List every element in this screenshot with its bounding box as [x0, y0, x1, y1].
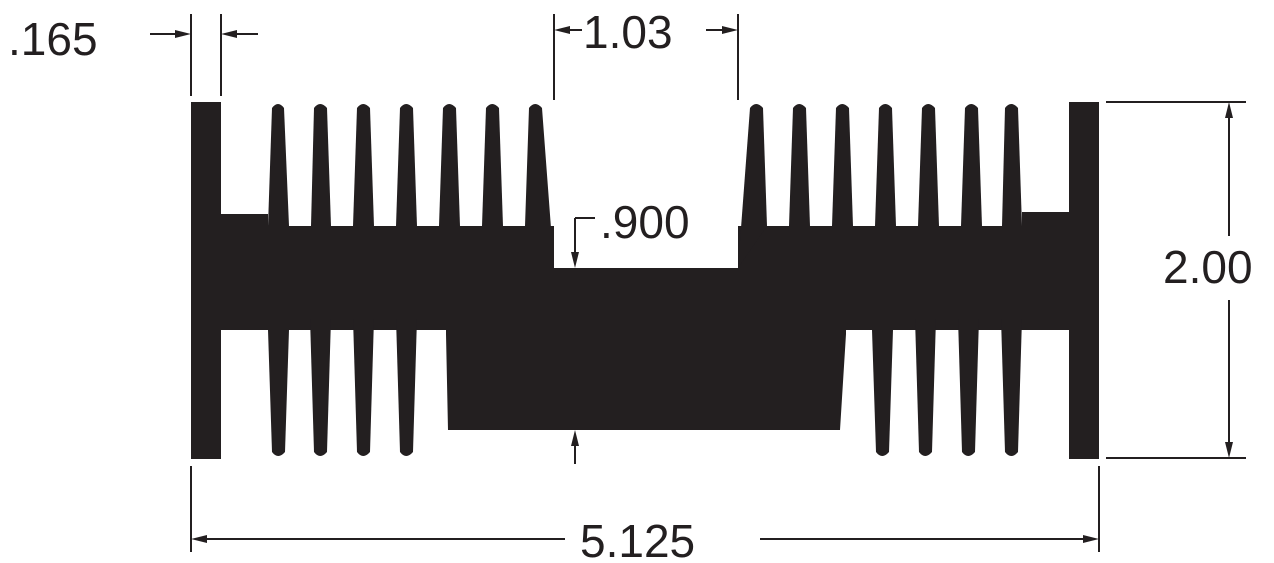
fin-left-upper-7: [525, 104, 554, 268]
heatsink-profile: [191, 102, 1099, 459]
channel-width-label: 1.03: [583, 6, 673, 58]
fin-left-lower-1: [268, 330, 289, 456]
fin-left-upper-5: [439, 104, 460, 226]
arrowhead: [221, 30, 237, 38]
left-base-lower: [221, 318, 450, 330]
right-base-lower: [846, 318, 1069, 330]
fin-left-lower-4: [396, 318, 417, 456]
arrowhead: [722, 26, 738, 34]
left-base-upper: [221, 214, 554, 330]
arrowhead: [191, 535, 207, 543]
fin-right-lower-1: [872, 330, 893, 456]
dimension-overall-width: 5.125: [190, 466, 1100, 563]
fin-right-lower-4: [1001, 318, 1022, 456]
fin-right-upper-2: [789, 104, 810, 226]
channel-depth-label: .900: [600, 196, 690, 248]
fin-left-upper-6: [482, 104, 503, 226]
left-end-wall: [191, 102, 221, 459]
dimension-fin-thickness: .165: [8, 13, 258, 96]
fin-right-upper-7: [1002, 104, 1022, 226]
arrowhead: [554, 26, 570, 34]
arrowhead: [1083, 535, 1099, 543]
fin-right-upper-6: [961, 104, 982, 226]
fin-right-upper-5: [918, 104, 939, 226]
fin-thickness-label: .165: [8, 13, 98, 65]
fin-right-lower-3: [958, 318, 979, 456]
center-spine: [446, 268, 846, 430]
dimension-channel-width: 1.03: [553, 6, 739, 100]
arrowhead: [571, 252, 579, 268]
arrowhead: [175, 30, 191, 38]
fin-left-upper-1: [268, 104, 289, 226]
fin-left-lower-3: [353, 318, 374, 456]
dimension-channel-depth: .900: [571, 196, 690, 464]
fin-right-upper-4: [875, 104, 896, 226]
overall-width-label: 5.125: [580, 515, 695, 563]
right-base-upper: [738, 212, 1069, 330]
fin-right-upper-1: [738, 104, 767, 268]
arrowhead: [1225, 442, 1233, 458]
arrowhead: [1225, 102, 1233, 118]
fin-left-upper-4: [396, 104, 417, 226]
fin-left-lower-2: [310, 318, 331, 456]
right-end-wall: [1069, 102, 1099, 459]
fin-right-lower-2: [915, 318, 936, 456]
fin-right-upper-3: [832, 104, 853, 226]
arrowhead: [571, 430, 579, 446]
fin-left-upper-3: [353, 104, 374, 226]
overall-height-label: 2.00: [1163, 241, 1253, 293]
fin-left-upper-2: [311, 104, 331, 226]
dimension-overall-height: 2.00: [1106, 101, 1253, 459]
